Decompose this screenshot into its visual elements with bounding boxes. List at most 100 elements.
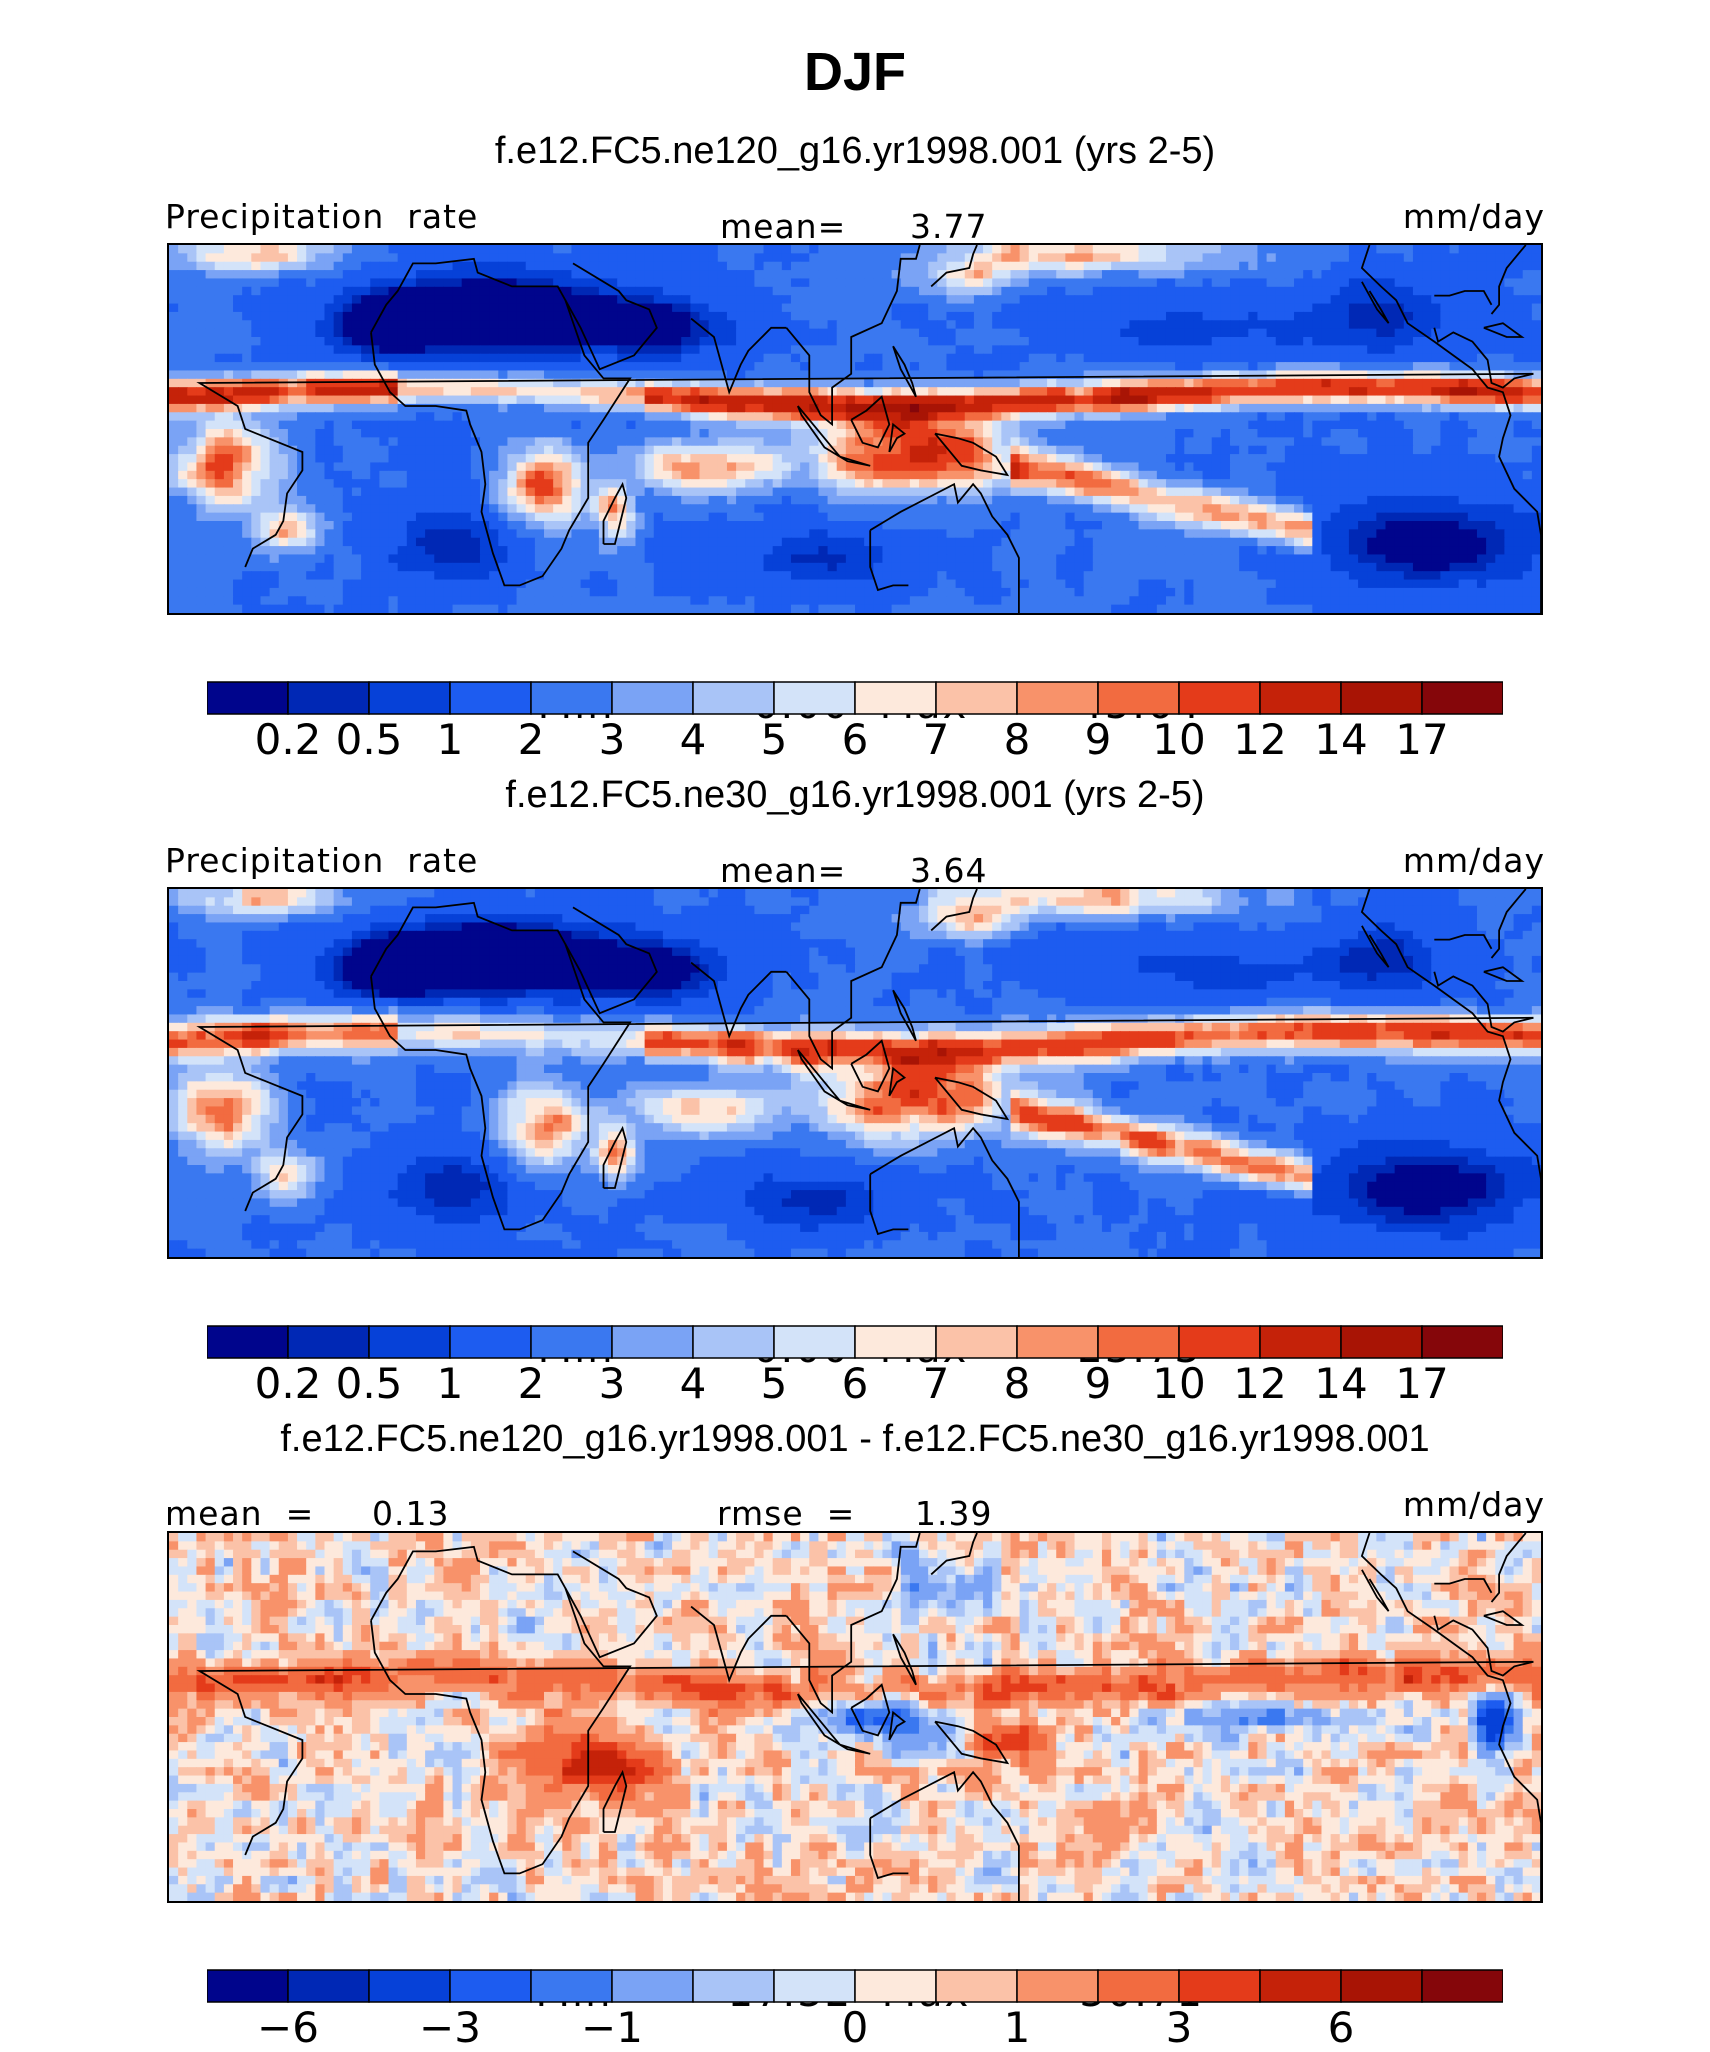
field-cell (1312, 353, 1323, 363)
field-cell (864, 445, 874, 455)
field-cell (1147, 295, 1158, 305)
field-cell (635, 403, 646, 413)
field-cell (1147, 337, 1158, 346)
field-cell (1248, 462, 1259, 472)
field-cell (1037, 328, 1048, 338)
field-cell (1120, 270, 1130, 280)
field-cell (1294, 403, 1304, 413)
field-cell (1147, 403, 1158, 413)
field-cell (507, 504, 518, 514)
field-cell (1275, 311, 1286, 321)
field-cell (1358, 387, 1368, 397)
field-cell (1321, 261, 1332, 271)
field-cell (827, 370, 838, 380)
field-cell (1037, 303, 1048, 313)
field-cell (260, 429, 271, 438)
field-cell (1376, 295, 1387, 305)
field-cell (882, 454, 893, 464)
field-cell (1184, 462, 1195, 472)
field-cell (653, 245, 664, 254)
field-cell (598, 470, 609, 480)
field-cell (315, 353, 326, 363)
field-cell (992, 512, 1002, 522)
field-cell (882, 261, 893, 271)
field-cell (772, 495, 783, 505)
field-cell (800, 328, 810, 338)
field-cell (370, 445, 380, 455)
field-cell (955, 353, 966, 363)
field-cell (864, 278, 874, 288)
field-cell (900, 286, 911, 296)
field-cell (479, 345, 490, 355)
field-cell (361, 437, 371, 447)
field-cell (772, 253, 783, 263)
field-cell (845, 470, 856, 480)
field-cell (1312, 378, 1323, 388)
field-cell (425, 462, 435, 472)
field-cell (214, 479, 225, 489)
field-cell (233, 362, 243, 372)
field-cell (196, 412, 207, 422)
field-cell (306, 328, 316, 338)
field-cell (617, 311, 627, 321)
field-cell (297, 353, 307, 363)
field-cell (461, 495, 472, 505)
field-cell (937, 337, 948, 346)
field-cell (708, 462, 719, 472)
field-cell (1028, 278, 1039, 288)
field-cell (1321, 412, 1332, 422)
field-cell (644, 504, 655, 514)
field-cell (690, 412, 701, 422)
field-cell (479, 420, 490, 430)
field-cell (1101, 437, 1112, 447)
field-cell (1522, 403, 1533, 413)
field-cell (269, 337, 280, 346)
field-cell (882, 437, 893, 447)
field-cell (1275, 412, 1286, 422)
field-cell (1184, 504, 1195, 514)
field-cell (1495, 403, 1506, 413)
field-cell (1294, 362, 1304, 372)
field-cell (1019, 512, 1030, 522)
field-cell (1202, 504, 1213, 514)
field-cell (754, 470, 765, 480)
field-cell (653, 278, 664, 288)
field-cell (708, 245, 719, 254)
field-cell (187, 353, 198, 363)
field-cell (681, 270, 691, 280)
field-cell (1431, 286, 1441, 296)
field-cell (498, 479, 509, 489)
field-cell (873, 362, 884, 372)
field-cell (1028, 370, 1039, 380)
field-cell (242, 345, 252, 355)
field-cell (1184, 495, 1195, 505)
field-cell (983, 395, 993, 405)
field-cell (617, 454, 627, 464)
field-cell (1156, 462, 1167, 472)
field-cell (169, 362, 179, 372)
field-cell (1220, 320, 1231, 330)
field-cell (1120, 412, 1130, 422)
field-cell (1385, 429, 1396, 438)
field-cell (1083, 278, 1094, 288)
field-cell (1330, 303, 1341, 313)
field-cell (873, 286, 884, 296)
field-cell (1193, 429, 1204, 438)
field-cell (763, 328, 774, 338)
field-cell (1047, 470, 1057, 480)
field-cell (745, 470, 755, 480)
field-cell (919, 261, 929, 271)
field-cell (781, 278, 792, 288)
field-cell (699, 370, 710, 380)
field-cell (672, 253, 682, 263)
field-cell (772, 337, 783, 346)
field-cell (827, 512, 838, 522)
field-cell (1220, 362, 1231, 372)
field-cell (1422, 412, 1432, 422)
field-cell (1092, 353, 1103, 363)
field-cell (1513, 387, 1524, 397)
field-cell (516, 395, 527, 405)
field-cell (516, 345, 527, 355)
field-cell (1083, 362, 1094, 372)
field-cell (1385, 387, 1396, 397)
